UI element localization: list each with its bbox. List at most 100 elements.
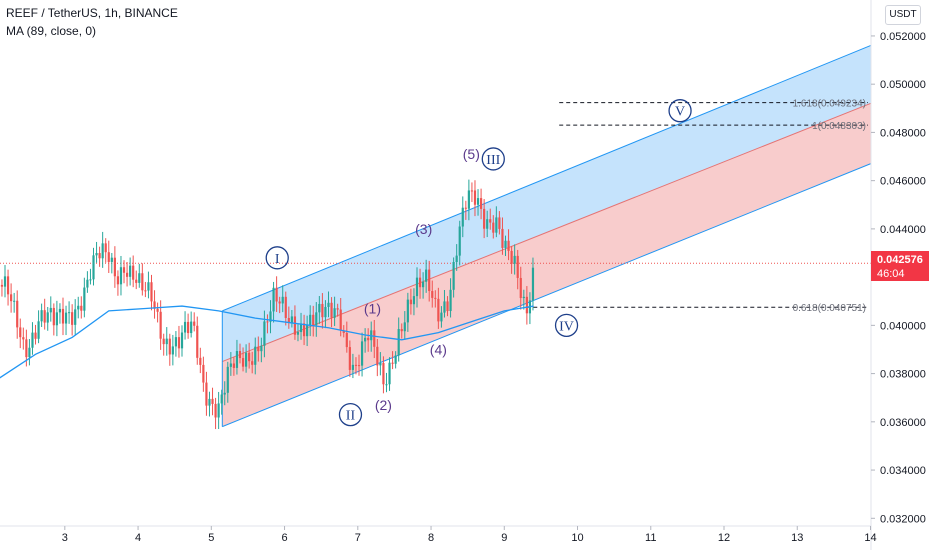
- candle[interactable]: [214, 397, 217, 430]
- wave-label-minor[interactable]: (1): [364, 300, 381, 316]
- candle[interactable]: [440, 306, 443, 328]
- price-axis[interactable]: 0.052000 0.050000 0.048000 0.046000 0.044000…: [871, 31, 926, 525]
- candle[interactable]: [37, 310, 40, 344]
- candle[interactable]: [104, 238, 107, 263]
- candle[interactable]: [479, 188, 483, 220]
- candle[interactable]: [144, 281, 147, 298]
- candle[interactable]: [193, 312, 196, 332]
- candle[interactable]: [16, 290, 19, 339]
- candle[interactable]: [55, 300, 58, 337]
- channel-lower-line[interactable]: [222, 163, 871, 428]
- candle[interactable]: [238, 343, 242, 364]
- candle[interactable]: [266, 314, 269, 334]
- wave-label-minor[interactable]: (5): [463, 146, 480, 162]
- channel-upper-line[interactable]: [222, 45, 871, 312]
- candle[interactable]: [183, 311, 187, 340]
- candle[interactable]: [516, 249, 519, 290]
- wave-label-minor[interactable]: (4): [430, 341, 447, 357]
- candle[interactable]: [492, 215, 495, 239]
- candle[interactable]: [174, 331, 178, 357]
- candle[interactable]: [58, 303, 62, 324]
- candle[interactable]: [156, 302, 159, 323]
- candle[interactable]: [171, 334, 174, 366]
- candle[interactable]: [135, 270, 138, 290]
- candle[interactable]: [296, 324, 300, 342]
- candle[interactable]: [455, 244, 458, 271]
- candle[interactable]: [391, 351, 394, 370]
- candle[interactable]: [278, 296, 281, 314]
- candle[interactable]: [470, 182, 474, 203]
- candle[interactable]: [49, 296, 52, 322]
- candle[interactable]: [187, 313, 190, 339]
- candle[interactable]: [434, 290, 437, 308]
- candle[interactable]: [428, 260, 431, 302]
- candle[interactable]: [46, 306, 49, 331]
- candle[interactable]: [275, 276, 278, 312]
- candle[interactable]: [385, 372, 388, 393]
- wave-label-major[interactable]: V: [668, 99, 692, 123]
- time-axis[interactable]: 3 4 5 6 7 8 9 10 11 12 13 14: [62, 526, 877, 544]
- candle[interactable]: [217, 391, 220, 430]
- candle[interactable]: [19, 318, 22, 349]
- candle[interactable]: [409, 288, 412, 315]
- candle[interactable]: [61, 297, 65, 336]
- candle[interactable]: [10, 283, 13, 313]
- candle[interactable]: [461, 196, 464, 238]
- candle[interactable]: [498, 211, 501, 235]
- candle[interactable]: [284, 291, 287, 326]
- candle[interactable]: [168, 333, 171, 366]
- candle[interactable]: [162, 333, 165, 356]
- candle[interactable]: [415, 267, 419, 308]
- candle[interactable]: [196, 316, 199, 365]
- candle[interactable]: [64, 305, 68, 336]
- candle[interactable]: [504, 235, 507, 257]
- candle[interactable]: [354, 357, 358, 375]
- candle[interactable]: [327, 291, 330, 318]
- candle[interactable]: [452, 257, 455, 298]
- candle[interactable]: [180, 325, 184, 357]
- candle[interactable]: [6, 269, 10, 306]
- candle[interactable]: [22, 327, 25, 350]
- candle[interactable]: [437, 287, 440, 329]
- candle[interactable]: [281, 285, 284, 313]
- candle[interactable]: [92, 247, 95, 286]
- candle[interactable]: [373, 319, 376, 359]
- candle[interactable]: [412, 288, 416, 316]
- candle[interactable]: [489, 208, 492, 230]
- candle[interactable]: [251, 351, 254, 374]
- currency-button[interactable]: USDT: [885, 5, 921, 25]
- candle[interactable]: [220, 389, 223, 415]
- candle[interactable]: [302, 314, 306, 346]
- candle[interactable]: [71, 304, 74, 336]
- candle[interactable]: [211, 387, 214, 416]
- candle[interactable]: [107, 240, 110, 273]
- candle[interactable]: [394, 351, 397, 369]
- candle[interactable]: [232, 357, 235, 376]
- wave-label-minor[interactable]: (2): [375, 397, 392, 413]
- candle[interactable]: [43, 298, 46, 330]
- candle[interactable]: [403, 311, 406, 340]
- candle[interactable]: [147, 271, 150, 299]
- candle[interactable]: [119, 255, 123, 296]
- candle[interactable]: [132, 255, 135, 288]
- candle[interactable]: [177, 325, 181, 358]
- candle[interactable]: [443, 290, 446, 318]
- candle[interactable]: [190, 311, 193, 338]
- candle[interactable]: [306, 315, 309, 347]
- candle[interactable]: [324, 300, 327, 329]
- candle[interactable]: [406, 292, 409, 332]
- candle[interactable]: [476, 189, 480, 216]
- candle[interactable]: [269, 300, 272, 334]
- candle[interactable]: [235, 339, 239, 375]
- candle[interactable]: [519, 266, 522, 310]
- candle[interactable]: [141, 263, 144, 296]
- candle[interactable]: [254, 337, 257, 375]
- candle[interactable]: [116, 270, 120, 296]
- candle[interactable]: [31, 322, 34, 355]
- candle[interactable]: [248, 342, 251, 369]
- candle[interactable]: [345, 321, 348, 353]
- candle[interactable]: [522, 289, 525, 310]
- candle[interactable]: [287, 306, 290, 329]
- candle[interactable]: [263, 310, 266, 358]
